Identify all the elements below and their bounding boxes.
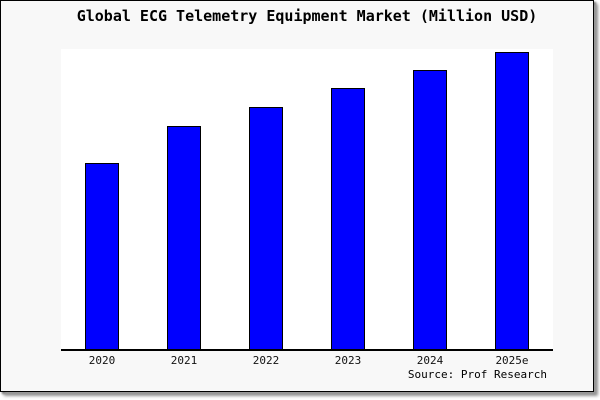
bar-2023 [331,88,365,349]
bars-container [61,49,553,349]
x-tick-2020: 2020 [88,354,116,367]
bar-2020 [85,163,119,349]
bar-2022 [249,106,283,349]
plot-area [61,49,553,351]
x-tick-2021: 2021 [170,354,198,367]
chart-frame: Global ECG Telemetry Equipment Market (M… [0,0,594,392]
x-tick-2023: 2023 [334,354,362,367]
bar-2024 [413,70,447,349]
x-tick-2022: 2022 [252,354,280,367]
chart-title: Global ECG Telemetry Equipment Market (M… [76,7,538,25]
bar-2021 [167,126,201,349]
x-tick-2024: 2024 [416,354,444,367]
source-credit: Source: Prof Research [407,368,547,381]
x-tick-2025e: 2025e [495,354,529,367]
bar-2025e [495,52,529,349]
